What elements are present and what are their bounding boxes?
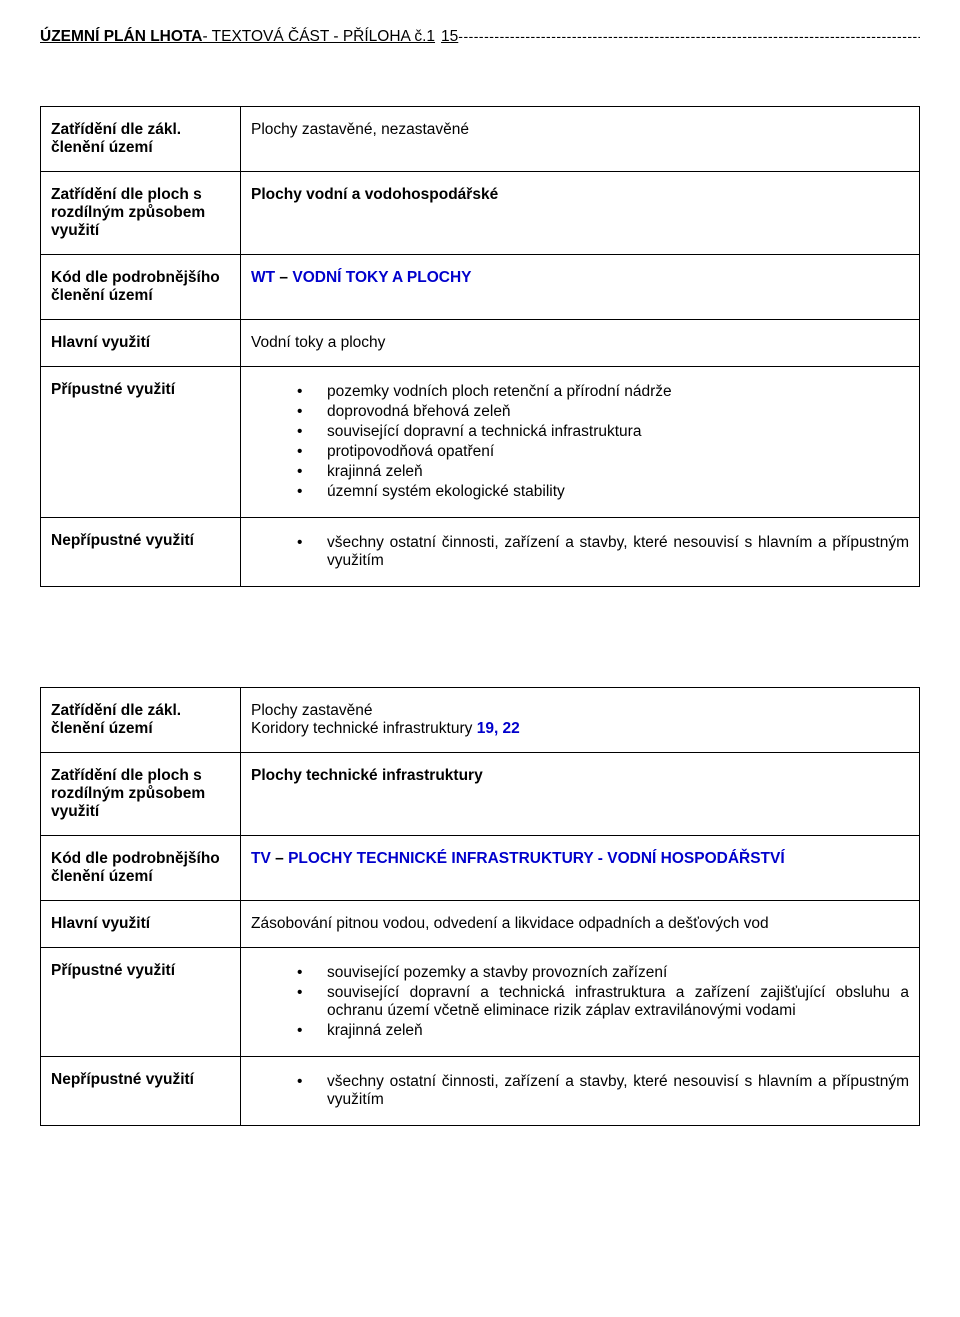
- row-value-line: Plochy zastavěné: [251, 702, 909, 720]
- list-item: doprovodná břehová zeleň: [297, 403, 909, 421]
- code-name: VODNÍ TOKY A PLOCHY: [292, 269, 471, 286]
- table-row: Zatřídění dle ploch s rozdílným způsobem…: [41, 753, 920, 836]
- row-value: Plochy zastavěné, nezastavěné: [241, 107, 920, 172]
- row-value-code: WT – VODNÍ TOKY A PLOCHY: [241, 255, 920, 320]
- header-title-rest: - TEXTOVÁ ČÁST - PŘÍLOHA č.1: [202, 28, 435, 46]
- bullet-list: související pozemky a stavby provozních …: [297, 964, 909, 1040]
- row-label: Kód dle podrobnějšího členění území: [41, 255, 241, 320]
- table-wt: Zatřídění dle zákl. členění území Plochy…: [40, 106, 920, 587]
- row-value-code: TV – PLOCHY TECHNICKÉ INFRASTRUKTURY - V…: [241, 836, 920, 901]
- header-dashes: ----------------------------------------…: [458, 28, 920, 44]
- list-item: územní systém ekologické stability: [297, 483, 909, 501]
- table-row: Zatřídění dle ploch s rozdílným způsobem…: [41, 172, 920, 255]
- table-row: Přípustné využití pozemky vodních ploch …: [41, 367, 920, 518]
- row-value: všechny ostatní činnosti, zařízení a sta…: [241, 1057, 920, 1126]
- row-label: Hlavní využití: [41, 901, 241, 948]
- row-label: Zatřídění dle ploch s rozdílným způsobem…: [41, 753, 241, 836]
- row-label: Kód dle podrobnějšího členění území: [41, 836, 241, 901]
- table-row: Zatřídění dle zákl. členění území Plochy…: [41, 688, 920, 753]
- bullet-list: všechny ostatní činnosti, zařízení a sta…: [297, 1073, 909, 1109]
- bullet-list: všechny ostatní činnosti, zařízení a sta…: [297, 534, 909, 570]
- row-label: Přípustné využití: [41, 948, 241, 1057]
- list-item: související dopravní a technická infrast…: [297, 423, 909, 441]
- row-label: Nepřípustné využití: [41, 518, 241, 587]
- table-row: Kód dle podrobnějšího členění území TV –…: [41, 836, 920, 901]
- row-label: Přípustné využití: [41, 367, 241, 518]
- list-item: protipovodňová opatření: [297, 443, 909, 461]
- list-item: všechny ostatní činnosti, zařízení a sta…: [297, 534, 909, 570]
- row-label: Zatřídění dle zákl. členění území: [41, 107, 241, 172]
- table-row: Přípustné využití související pozemky a …: [41, 948, 920, 1057]
- row-value-prefix: Koridory technické infrastruktury: [251, 720, 477, 737]
- row-value: všechny ostatní činnosti, zařízení a sta…: [241, 518, 920, 587]
- row-value: pozemky vodních ploch retenční a přírodn…: [241, 367, 920, 518]
- list-item: všechny ostatní činnosti, zařízení a sta…: [297, 1073, 909, 1109]
- list-item: související dopravní a technická infrast…: [297, 984, 909, 1020]
- row-label: Zatřídění dle ploch s rozdílným způsobem…: [41, 172, 241, 255]
- row-value: Plochy technické infrastruktury: [241, 753, 920, 836]
- row-value: Plochy zastavěné Koridory technické infr…: [241, 688, 920, 753]
- table-row: Kód dle podrobnějšího členění území WT –…: [41, 255, 920, 320]
- row-value-blue-numbers: 19, 22: [477, 720, 520, 737]
- bullet-list: pozemky vodních ploch retenční a přírodn…: [297, 383, 909, 501]
- list-item: krajinná zeleň: [297, 1022, 909, 1040]
- row-value-line: Koridory technické infrastruktury 19, 22: [251, 720, 909, 738]
- page-header: ÚZEMNÍ PLÁN LHOTA - TEXTOVÁ ČÁST - PŘÍLO…: [40, 28, 920, 46]
- header-title-bold: ÚZEMNÍ PLÁN LHOTA: [40, 28, 202, 46]
- list-item: související pozemky a stavby provozních …: [297, 964, 909, 982]
- table-row: Nepřípustné využití všechny ostatní činn…: [41, 518, 920, 587]
- row-value: Plochy vodní a vodohospodářské: [241, 172, 920, 255]
- table-tv: Zatřídění dle zákl. členění území Plochy…: [40, 687, 920, 1126]
- list-item: krajinná zeleň: [297, 463, 909, 481]
- row-value: Zásobování pitnou vodou, odvedení a likv…: [241, 901, 920, 948]
- table-row: Zatřídění dle zákl. členění území Plochy…: [41, 107, 920, 172]
- code-abbr: TV: [251, 850, 271, 867]
- list-item: pozemky vodních ploch retenční a přírodn…: [297, 383, 909, 401]
- header-page-number: 15: [441, 28, 458, 46]
- table-row: Hlavní využití Zásobování pitnou vodou, …: [41, 901, 920, 948]
- row-value: související pozemky a stavby provozních …: [241, 948, 920, 1057]
- row-label: Hlavní využití: [41, 320, 241, 367]
- row-label: Nepřípustné využití: [41, 1057, 241, 1126]
- code-sep: –: [275, 850, 284, 867]
- row-label: Zatřídění dle zákl. členění území: [41, 688, 241, 753]
- code-sep: –: [279, 269, 288, 286]
- row-value: Vodní toky a plochy: [241, 320, 920, 367]
- table-row: Nepřípustné využití všechny ostatní činn…: [41, 1057, 920, 1126]
- table-row: Hlavní využití Vodní toky a plochy: [41, 320, 920, 367]
- code-abbr: WT: [251, 269, 275, 286]
- code-name: PLOCHY TECHNICKÉ INFRASTRUKTURY - VODNÍ …: [288, 850, 785, 867]
